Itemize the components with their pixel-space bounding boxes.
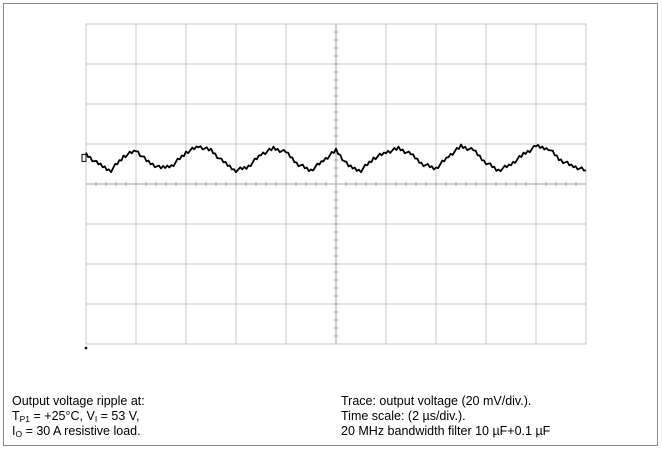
ripple-trace <box>85 143 587 174</box>
caption-right-line-2: Time scale: (2 µs/div.). <box>341 409 466 423</box>
channel-marker-icon <box>81 153 87 162</box>
caption-left: Output voltage ripple at: TP1 = +25°C, V… <box>12 394 145 439</box>
figure-frame <box>3 3 658 446</box>
oscilloscope-plot <box>81 23 587 350</box>
caption-left-line-2: TP1 = +25°C, VI = 53 V, <box>12 409 140 424</box>
caption-right: Trace: output voltage (20 mV/div.). Time… <box>341 394 550 439</box>
trigger-marker-icon <box>84 346 88 350</box>
caption-right-line-1: Trace: output voltage (20 mV/div.). <box>341 394 532 408</box>
caption-left-line-1: Output voltage ripple at: <box>12 394 145 408</box>
caption-left-line-3: IO = 30 A resistive load. <box>12 424 141 439</box>
caption-right-line-3: 20 MHz bandwidth filter 10 µF+0.1 µF <box>341 424 551 438</box>
